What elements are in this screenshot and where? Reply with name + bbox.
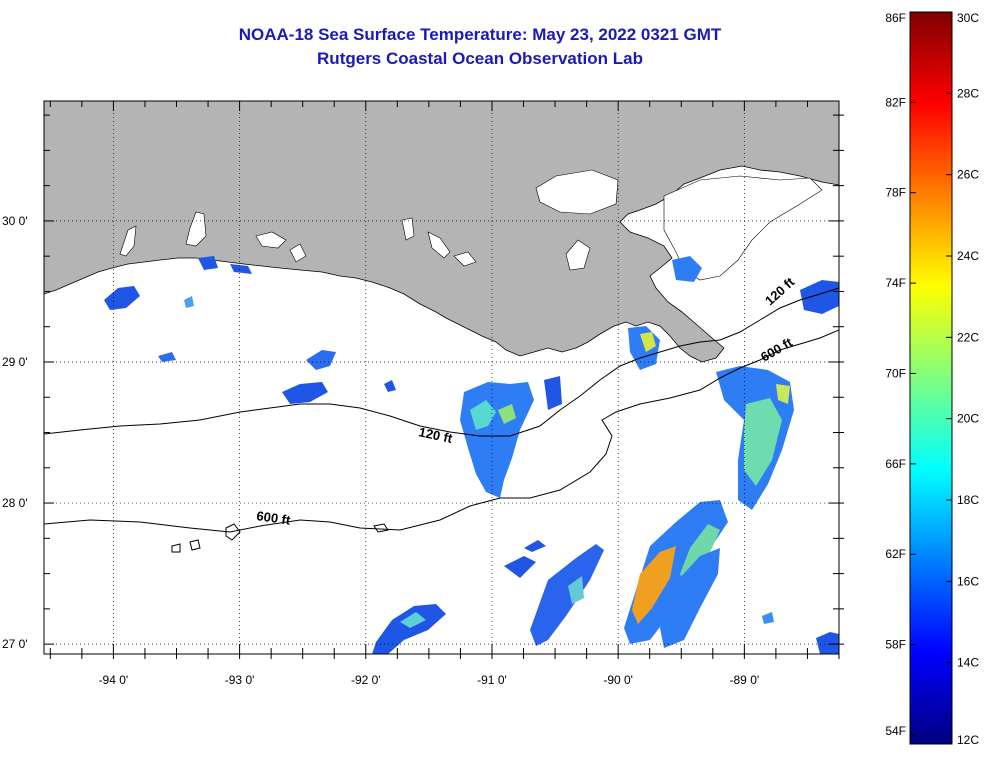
sst-patches [104,256,839,654]
longitude-label: -92 0' [351,673,381,687]
colorbar-celsius-label: 12C [957,733,979,747]
colorbar-celsius-label: 14C [957,656,979,670]
colorbar-fahrenheit-labels: 86F 82F 78F 74F 70F 66F 62F 58F 54F [885,11,906,738]
colorbar-ticks [910,11,952,745]
latitude-label: 30 0' [2,214,28,228]
colorbar-fahrenheit-label: 62F [885,547,906,561]
colorbar-fahrenheit-label: 86F [885,11,906,25]
colorbar-celsius-label: 26C [957,168,979,182]
longitude-label: -94 0' [99,673,129,687]
land-mass [44,101,839,363]
longitude-label: -90 0' [603,673,633,687]
colorbar-celsius-label: 22C [957,330,979,344]
graticule [44,101,839,654]
longitude-label: -93 0' [225,673,255,687]
axis-ticks [44,101,844,659]
colorbar-fahrenheit-label: 70F [885,366,906,380]
latitude-labels: 30 0' 29 0' 28 0' 27 0' [2,214,28,651]
colorbar-celsius-label: 16C [957,574,979,588]
colorbar-fahrenheit-label: 78F [885,186,906,200]
latitude-label: 29 0' [2,355,28,369]
latitude-label: 28 0' [2,496,28,510]
colorbar-fahrenheit-label: 74F [885,276,906,290]
colorbar-fahrenheit-label: 58F [885,638,906,652]
colorbar [909,11,953,745]
chart-subtitle: Rutgers Coastal Ocean Observation Lab [317,49,643,68]
longitude-label: -91 0' [477,673,507,687]
longitude-labels: -94 0' -93 0' -92 0' -91 0' -90 0' -89 0' [99,673,760,687]
chart-title: NOAA-18 Sea Surface Temperature: May 23,… [238,25,722,44]
colorbar-celsius-labels: 30C 28C 26C 24C 22C 20C 18C 16C 14C 12C [957,11,979,747]
longitude-label: -89 0' [730,673,760,687]
isobaths [44,287,839,553]
colorbar-fahrenheit-label: 82F [885,95,906,109]
latitude-label: 27 0' [2,637,28,651]
plot-frame [43,100,840,655]
isobath-label-120ft-west: 120 ft [417,424,454,446]
colorbar-celsius-label: 28C [957,86,979,100]
colorbar-fahrenheit-label: 54F [885,724,906,738]
colorbar-celsius-label: 30C [957,11,979,25]
colorbar-celsius-label: 20C [957,412,979,426]
colorbar-celsius-label: 24C [957,249,979,263]
isobath-label-600ft-west: 600 ft [256,508,292,528]
colorbar-celsius-label: 18C [957,493,979,507]
colorbar-fahrenheit-label: 66F [885,457,906,471]
